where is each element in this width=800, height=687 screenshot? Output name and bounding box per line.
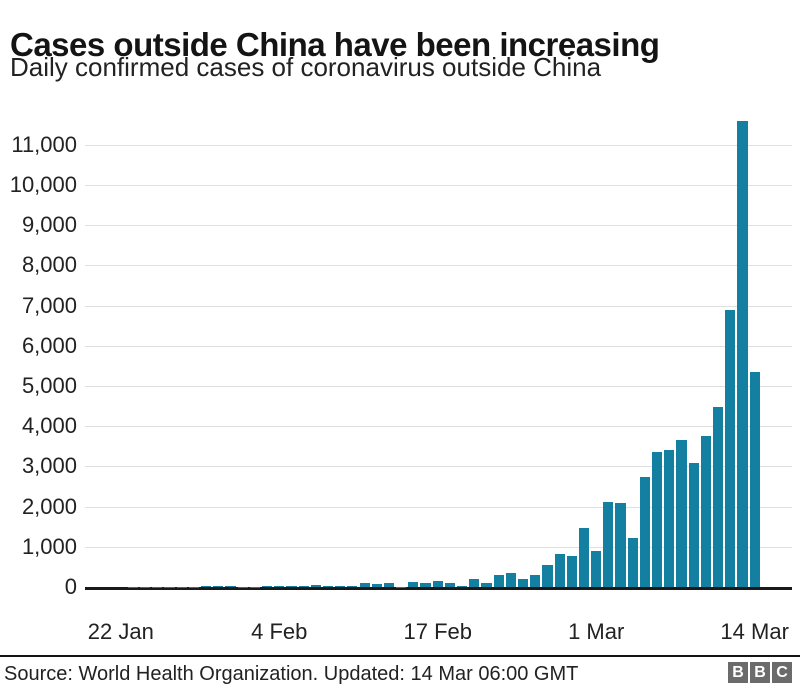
bar — [383, 583, 395, 587]
bar — [310, 584, 321, 587]
x-axis-tick-label: 1 Mar — [568, 619, 625, 644]
y-axis-tick-label: 10,000 — [9, 172, 77, 197]
gridline — [85, 466, 792, 468]
bar — [298, 586, 309, 587]
bar — [359, 583, 370, 587]
y-axis-tick-label: 1,000 — [21, 533, 77, 559]
bar — [322, 585, 334, 587]
y-axis-tick-label: 0 — [64, 574, 77, 599]
x-axis-tick-label: 17 Feb — [403, 619, 472, 644]
bar — [591, 550, 602, 587]
y-axis-tick-label: 5,000 — [21, 373, 77, 398]
gridline — [85, 225, 792, 227]
bar — [213, 586, 224, 587]
bar — [737, 120, 748, 587]
gridline — [85, 305, 792, 307]
gridline — [85, 386, 792, 387]
bar — [749, 371, 760, 587]
gridline — [85, 185, 792, 186]
bar — [530, 574, 541, 587]
bbc-logo-letter: B — [728, 662, 748, 683]
bar — [542, 564, 553, 587]
gridline — [85, 345, 792, 347]
y-axis-tick-label: 7,000 — [21, 292, 77, 318]
bar — [517, 578, 529, 587]
x-axis-line — [85, 587, 792, 590]
x-axis-tick-label: 14 Mar — [720, 619, 789, 644]
y-axis-tick-label: 9,000 — [21, 212, 77, 238]
x-axis-tick-label: 4 Feb — [251, 619, 308, 644]
bar — [444, 582, 456, 587]
bar — [676, 440, 687, 587]
y-axis-tick-label: 3,000 — [21, 453, 77, 479]
bar — [335, 586, 346, 587]
chart-subtitle: Daily confirmed cases of coronavirus out… — [10, 52, 602, 82]
bar — [420, 582, 431, 587]
bar — [261, 586, 273, 587]
bbc-logo-letter: B — [750, 662, 770, 683]
y-axis-tick-label: 4,000 — [21, 413, 77, 439]
bar — [286, 586, 297, 587]
bar — [554, 554, 565, 587]
bar — [566, 555, 577, 587]
bar — [725, 310, 736, 587]
bar — [493, 575, 504, 587]
bar — [627, 537, 638, 587]
chart-title: Cases outside China have been increasing — [10, 26, 660, 64]
gridline — [85, 546, 792, 548]
bbc-logo-letter: C — [772, 662, 792, 683]
y-axis-tick-label: 2,000 — [21, 493, 77, 519]
bar — [713, 406, 724, 587]
source-text: Source: World Health Organization. Updat… — [4, 663, 579, 685]
y-axis-tick-label: 8,000 — [21, 252, 77, 278]
bar — [347, 585, 358, 587]
y-axis-tick-label: 11,000 — [11, 131, 77, 157]
gridline — [85, 144, 792, 146]
bar — [603, 501, 614, 587]
bar — [639, 477, 651, 587]
gridline — [85, 426, 792, 428]
y-axis-tick-label: 6,000 — [21, 332, 77, 358]
x-axis-tick-label: 22 Jan — [87, 619, 154, 644]
bar — [432, 581, 443, 587]
gridline — [85, 265, 792, 267]
bar — [371, 584, 382, 587]
bar — [505, 572, 516, 587]
bar — [615, 502, 626, 587]
gridline — [85, 506, 792, 508]
bar — [664, 449, 675, 587]
bar — [225, 585, 236, 587]
bar — [469, 579, 480, 587]
footer-divider — [0, 655, 800, 657]
bar — [457, 586, 468, 587]
bar — [481, 582, 492, 587]
bar-chart-plot-area: 0 1,000 2,000 3,000 4,000 5,000 6,000 7,000 8,00… — [9, 120, 792, 644]
bar — [408, 582, 419, 587]
bar — [578, 527, 590, 587]
bar — [688, 462, 699, 587]
bar — [700, 435, 711, 587]
bar — [201, 586, 212, 587]
bbc-logo: B B C — [728, 662, 792, 683]
bar — [652, 452, 663, 587]
bar — [274, 586, 285, 587]
